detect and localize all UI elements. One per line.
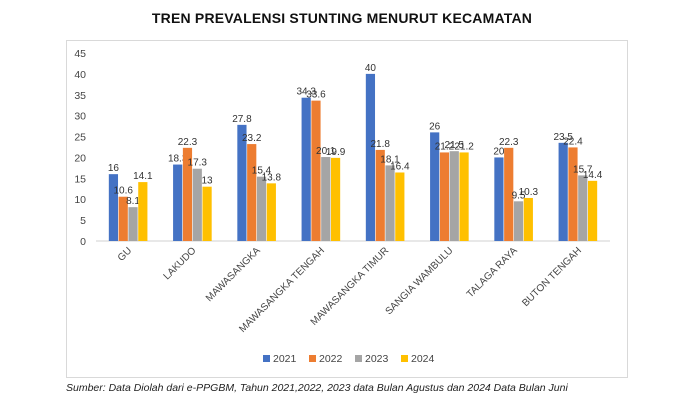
data-label: 20.1 bbox=[316, 146, 336, 157]
bar bbox=[266, 183, 276, 241]
bar bbox=[192, 168, 202, 241]
data-label: 21.2 bbox=[435, 141, 455, 152]
x-tick-label: MAWASANGKA bbox=[204, 245, 263, 304]
bar bbox=[578, 175, 588, 241]
y-tick-label: 30 bbox=[74, 111, 86, 123]
data-label: 8.1 bbox=[126, 196, 140, 207]
x-tick-label: BUTON TENGAH bbox=[520, 245, 584, 309]
y-tick-label: 5 bbox=[80, 215, 86, 227]
data-label: 34.3 bbox=[296, 87, 316, 98]
legend-swatch bbox=[263, 355, 270, 362]
bar bbox=[311, 100, 321, 241]
data-label: 10.3 bbox=[519, 187, 539, 198]
data-label: 18.1 bbox=[380, 154, 400, 165]
data-label: 18.3 bbox=[168, 154, 188, 165]
y-tick-label: 45 bbox=[74, 48, 86, 60]
bar bbox=[173, 164, 183, 241]
data-label: 15.4 bbox=[252, 166, 272, 177]
bar bbox=[513, 201, 524, 241]
bar bbox=[494, 157, 504, 241]
bar bbox=[395, 172, 405, 241]
bar bbox=[385, 165, 395, 241]
legend-swatch bbox=[309, 355, 316, 362]
bar bbox=[587, 180, 598, 241]
data-label: 21.5 bbox=[445, 140, 465, 151]
bar bbox=[439, 152, 450, 241]
data-label: 16 bbox=[108, 163, 120, 174]
y-tick-label: 25 bbox=[74, 132, 86, 144]
y-tick-label: 0 bbox=[80, 236, 86, 248]
bar bbox=[449, 151, 459, 241]
data-label: 13.8 bbox=[262, 172, 282, 183]
y-tick-label: 10 bbox=[74, 194, 86, 206]
legend-label: 2024 bbox=[411, 353, 435, 365]
data-label: 15.7 bbox=[573, 164, 593, 175]
legend-swatch bbox=[401, 355, 408, 362]
data-label: 17.3 bbox=[188, 158, 208, 169]
bar bbox=[504, 147, 514, 241]
data-label: 22.3 bbox=[499, 137, 519, 148]
data-label: 14.1 bbox=[133, 171, 153, 182]
bar bbox=[330, 157, 341, 241]
data-label: 10.6 bbox=[113, 186, 133, 197]
data-label: 22.4 bbox=[563, 136, 583, 147]
data-label: 40 bbox=[365, 63, 377, 74]
bar bbox=[256, 176, 267, 241]
bar bbox=[118, 196, 128, 241]
y-tick-label: 40 bbox=[74, 69, 86, 81]
bar bbox=[321, 157, 331, 241]
bar bbox=[202, 186, 212, 241]
legend-label: 2023 bbox=[365, 353, 389, 365]
data-label: 22.3 bbox=[178, 137, 198, 148]
data-label: 14.4 bbox=[583, 170, 603, 181]
data-label: 23.5 bbox=[553, 132, 573, 143]
data-label: 16.4 bbox=[390, 161, 410, 172]
bar bbox=[430, 132, 440, 241]
chart-title: TREN PREVALENSI STUNTING MENURUT KECAMAT… bbox=[151, 10, 533, 26]
bar bbox=[247, 144, 257, 241]
data-label: 26 bbox=[429, 121, 441, 132]
bar bbox=[138, 182, 148, 241]
data-label: 21.2 bbox=[454, 141, 474, 152]
data-label: 20 bbox=[493, 146, 505, 157]
legend-label: 2021 bbox=[273, 353, 297, 365]
x-tick-label: GU bbox=[116, 245, 134, 263]
data-label: 33.6 bbox=[306, 90, 326, 101]
bar bbox=[128, 207, 138, 241]
bar bbox=[459, 152, 469, 241]
chart-frame bbox=[66, 40, 628, 378]
y-tick-label: 35 bbox=[74, 90, 86, 102]
bar bbox=[301, 97, 311, 241]
y-tick-label: 15 bbox=[74, 173, 86, 185]
bar bbox=[375, 149, 385, 241]
bar bbox=[108, 174, 119, 241]
y-tick-label: 20 bbox=[74, 152, 86, 164]
data-label: 13 bbox=[202, 176, 214, 187]
legend-swatch bbox=[355, 355, 362, 362]
data-label: 21.8 bbox=[370, 139, 390, 150]
source-note: Sumber: Data Diolah dari e-PPGBM, Tahun … bbox=[66, 382, 568, 394]
data-label: 27.8 bbox=[232, 114, 252, 125]
bar bbox=[365, 73, 376, 241]
data-label: 19.9 bbox=[326, 147, 346, 158]
x-tick-label: TALAGA RAYA bbox=[465, 245, 520, 300]
data-label: 9.5 bbox=[512, 190, 526, 201]
bar bbox=[523, 197, 533, 241]
bar bbox=[558, 142, 568, 241]
data-label: 23.2 bbox=[242, 133, 262, 144]
bar bbox=[182, 147, 193, 241]
x-tick-label: SANGIA WAMBULU bbox=[384, 245, 456, 317]
bar bbox=[237, 124, 247, 241]
x-tick-label: LAKUDO bbox=[162, 245, 199, 282]
bar bbox=[568, 147, 578, 241]
legend-label: 2022 bbox=[319, 353, 343, 365]
